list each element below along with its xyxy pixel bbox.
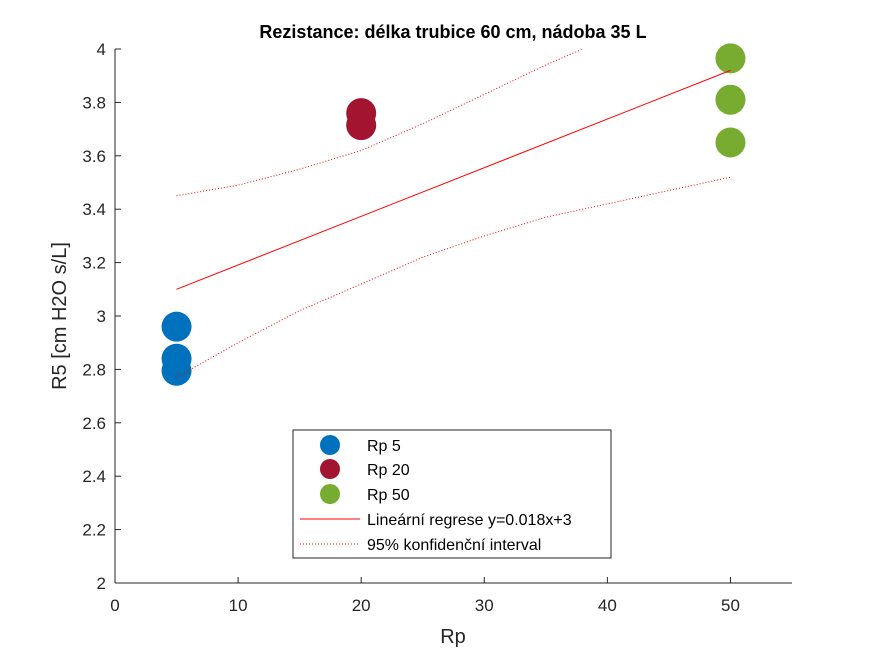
y-tick-label: 3.4 xyxy=(82,200,106,219)
x-tick-label: 50 xyxy=(721,596,740,615)
x-tick-label: 20 xyxy=(352,596,371,615)
regression-line xyxy=(176,69,731,290)
y-tick-label: 2.2 xyxy=(82,521,106,540)
y-tick-label: 4 xyxy=(97,40,106,59)
legend-entry-rp5: Rp 5 xyxy=(320,435,401,455)
y-tick-label: 2 xyxy=(97,574,106,593)
x-tick-label: 10 xyxy=(229,596,248,615)
x-tick-label: 0 xyxy=(110,596,119,615)
legend-marker-rp50 xyxy=(320,484,340,504)
data-point xyxy=(161,311,192,342)
y-axis-label: R5 [cm H2O s/L] xyxy=(49,242,71,390)
chart-title: Rezistance: délka trubice 60 cm, nádoba … xyxy=(259,22,646,42)
legend-box xyxy=(292,429,612,559)
legend-label-rp50: Rp 50 xyxy=(367,487,410,504)
x-axis-label: Rp xyxy=(440,626,466,648)
y-tick-label: 3.6 xyxy=(82,147,106,166)
series-layer xyxy=(161,43,746,386)
data-point xyxy=(161,355,192,386)
y-tick-label: 2.8 xyxy=(82,360,106,379)
data-point xyxy=(715,84,746,115)
legend-entry-regression: Lineární regrese y=0.018x+3 xyxy=(300,512,572,529)
y-tick-label: 3.8 xyxy=(82,93,106,112)
legend-marker-rp20 xyxy=(320,459,340,479)
y-tick-label: 3.2 xyxy=(82,254,106,273)
legend-label-regression: Lineární regrese y=0.018x+3 xyxy=(367,512,572,529)
confidence-curve xyxy=(176,176,731,378)
legend-label-rp5: Rp 5 xyxy=(367,438,401,455)
legend-entry-rp50: Rp 50 xyxy=(320,484,410,504)
legend: Rp 5 Rp 20 Rp 50 Lineární regrese y=0.01… xyxy=(292,429,612,559)
data-point xyxy=(715,43,746,74)
x-tick-label: 40 xyxy=(598,596,617,615)
ticks-layer: 0 10 20 30 40 50 2 2.2 2.4 2.6 2.8 3 3.2 3.4 3.6 3.8 4 xyxy=(82,40,740,615)
legend-entry-rp20: Rp 20 xyxy=(320,459,410,479)
legend-label-confidence: 95% konfidenční interval xyxy=(367,537,541,554)
legend-label-rp20: Rp 20 xyxy=(367,462,410,479)
x-tick-label: 30 xyxy=(475,596,494,615)
legend-marker-rp5 xyxy=(320,435,340,455)
y-tick-label: 3 xyxy=(97,307,106,326)
data-point xyxy=(715,127,746,158)
legend-entry-confidence: 95% konfidenční interval xyxy=(300,537,541,554)
y-tick-label: 2.4 xyxy=(82,467,106,486)
data-point xyxy=(346,110,377,141)
y-tick-label: 2.6 xyxy=(82,414,106,433)
